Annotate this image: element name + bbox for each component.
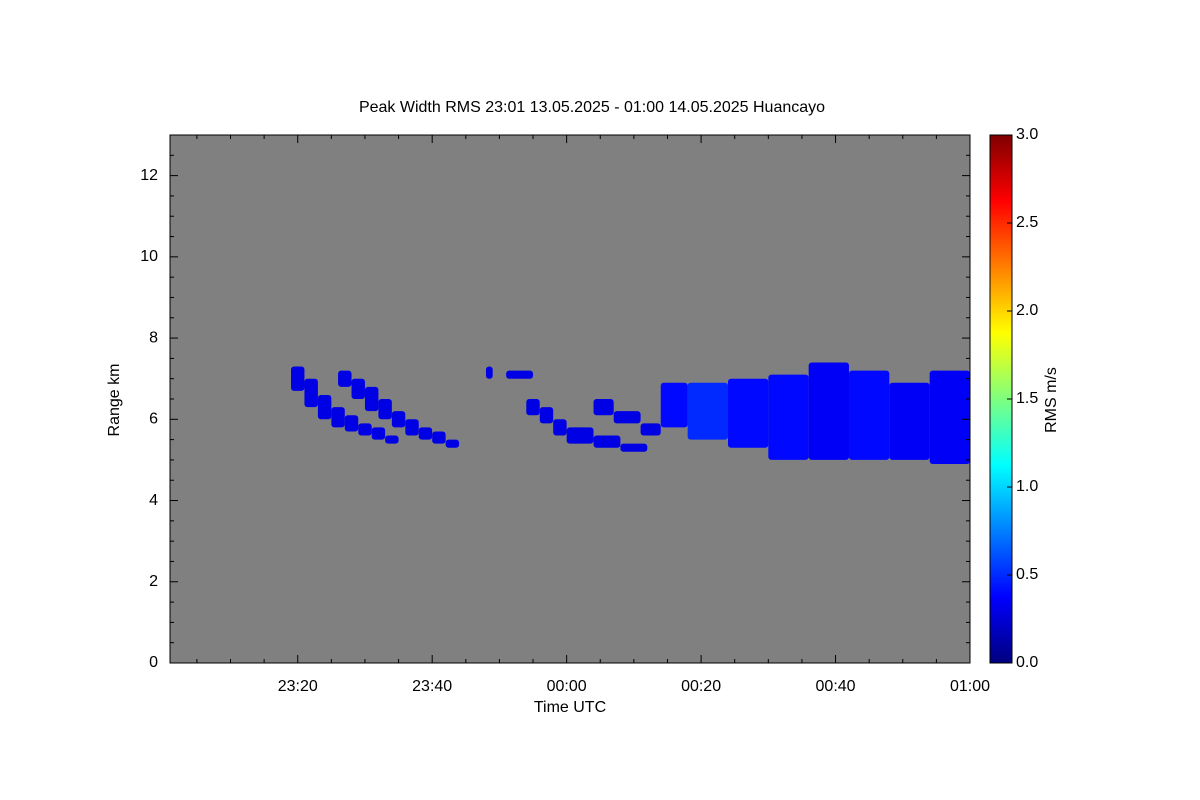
colorbar-tick-label: 0.5 — [1016, 566, 1038, 583]
echo-cell — [727, 378, 769, 448]
echo-cell — [317, 394, 332, 420]
echo-cell — [344, 415, 359, 432]
colorbar-tick-label: 2.5 — [1016, 214, 1038, 231]
colorbar-tick-label: 2.0 — [1016, 302, 1038, 319]
y-tick-label: 4 — [149, 492, 158, 509]
y-tick-label: 0 — [149, 654, 158, 671]
x-tick-label: 23:20 — [278, 678, 318, 695]
echo-cell — [331, 407, 345, 428]
x-tick-label: 00:20 — [681, 678, 721, 695]
chart-title: Peak Width RMS 23:01 13.05.2025 - 01:00 … — [359, 99, 825, 116]
echo-cell — [364, 386, 379, 412]
colorbar-tick-label: 1.5 — [1016, 390, 1038, 407]
y-tick-label: 2 — [149, 573, 158, 590]
echo-cell — [378, 399, 392, 420]
echo-cell — [620, 443, 648, 452]
echo-cell — [640, 423, 661, 436]
echo-cell — [889, 382, 930, 460]
echo-cell — [351, 378, 365, 399]
echo-cell — [418, 427, 433, 440]
echo-cell — [338, 370, 352, 387]
colorbar-tick-label: 1.0 — [1016, 478, 1038, 495]
y-tick-label: 10 — [140, 248, 158, 265]
x-axis-label: Time UTC — [534, 699, 606, 716]
echo-cell — [768, 374, 809, 460]
colorbar-label: RMS m/s — [1043, 367, 1060, 433]
echo-cell — [385, 435, 399, 444]
echo-cell — [593, 399, 614, 416]
echo-cell — [929, 370, 970, 464]
echo-cell — [291, 366, 305, 391]
echo-cell — [848, 370, 890, 460]
echo-cell — [358, 423, 372, 436]
colorbar-tick-label: 0.0 — [1016, 654, 1038, 671]
echo-cell — [405, 419, 419, 436]
echo-cell — [506, 370, 534, 379]
x-tick-label: 23:40 — [412, 678, 452, 695]
echo-cell — [687, 382, 728, 440]
echo-cell — [485, 366, 493, 379]
y-tick-label: 12 — [140, 167, 158, 184]
echo-cell — [808, 362, 849, 460]
y-tick-label: 6 — [149, 411, 158, 428]
y-axis-label: Range km — [106, 364, 123, 437]
echo-cell — [660, 382, 688, 428]
echo-cell — [371, 427, 386, 440]
x-tick-label: 00:40 — [816, 678, 856, 695]
echo-cell — [566, 427, 594, 444]
echo-cell — [445, 439, 460, 448]
x-tick-label: 01:00 — [950, 678, 990, 695]
echo-cell — [391, 411, 406, 428]
echo-cell — [539, 407, 554, 424]
echo-cell — [613, 411, 641, 424]
echo-cell — [593, 435, 621, 448]
y-tick-label: 8 — [149, 329, 158, 346]
echo-cell — [553, 419, 567, 436]
echo-cell — [526, 399, 540, 416]
x-tick-label: 00:00 — [547, 678, 587, 695]
colorbar-tick-label: 3.0 — [1016, 126, 1038, 143]
echo-cell — [304, 378, 318, 408]
echo-cell — [432, 431, 446, 444]
